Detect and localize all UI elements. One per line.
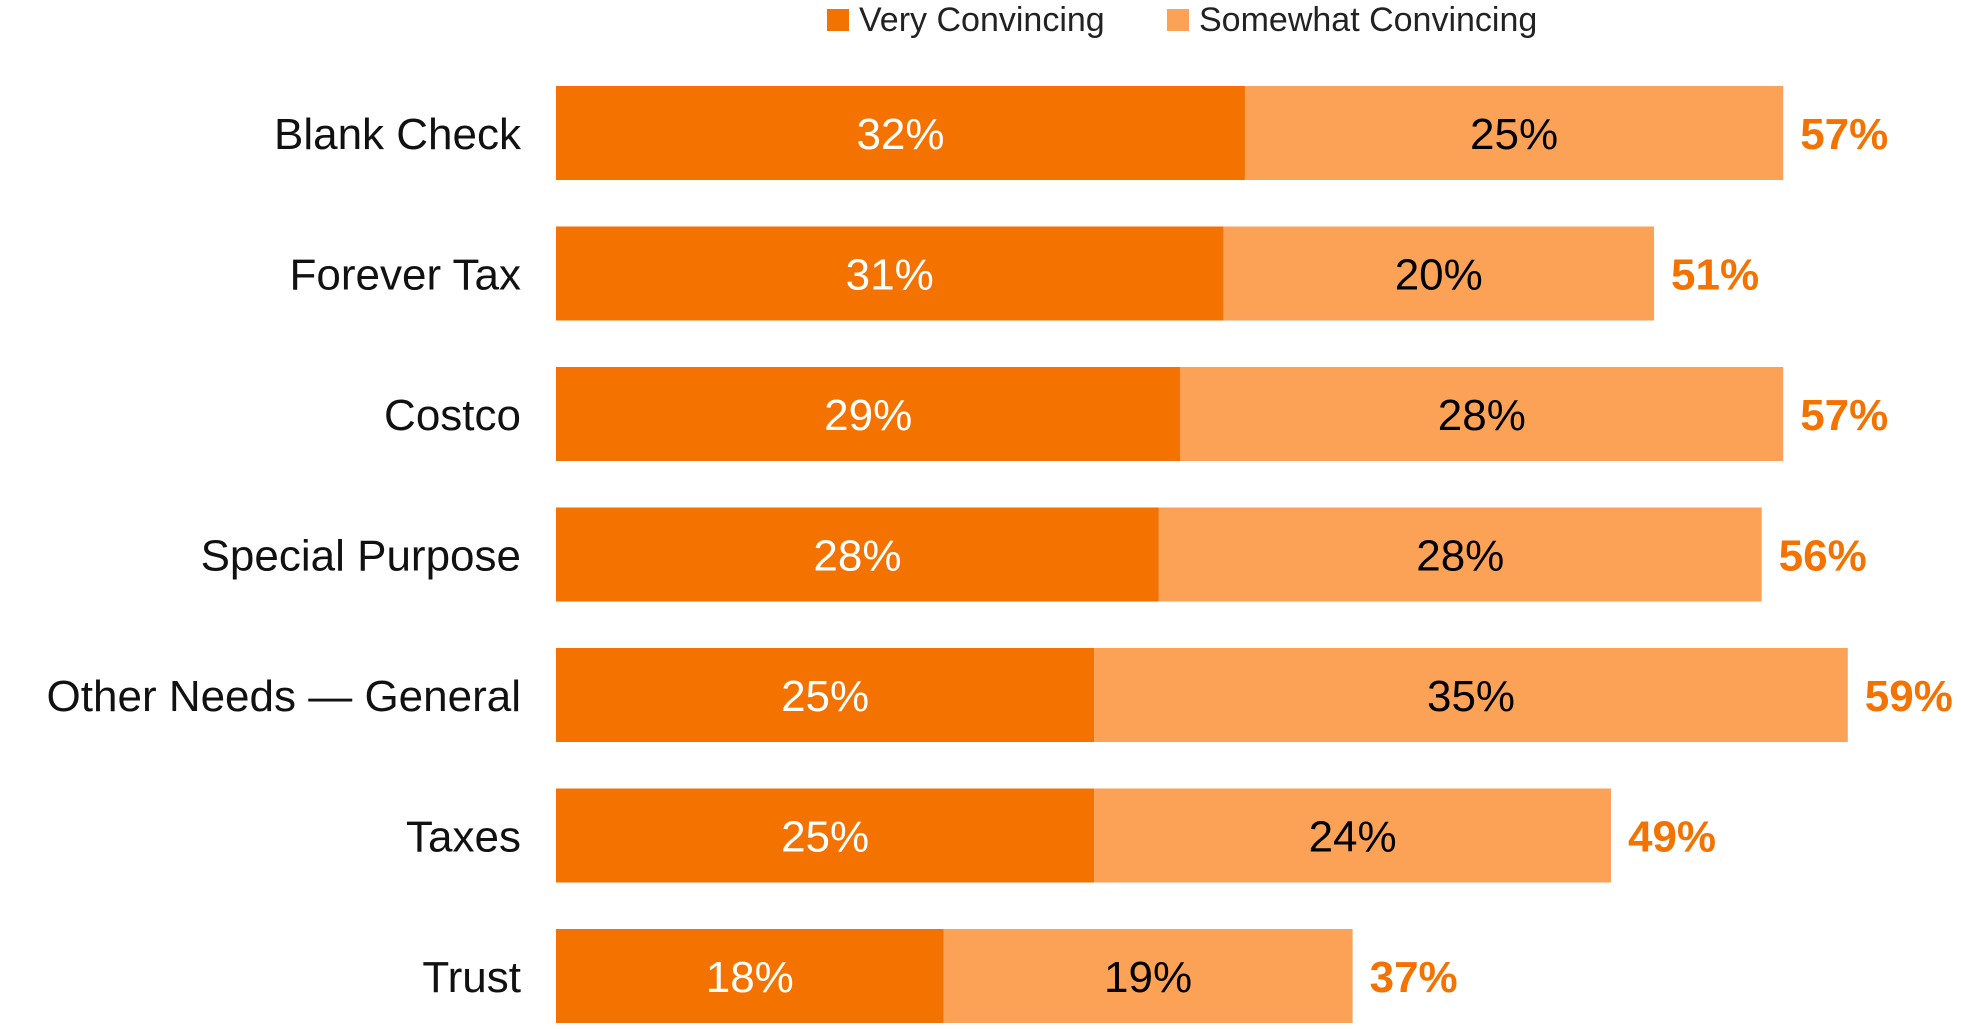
segment-labels: 32% 25% 31% 20% 29% 28% 28% 28% 25% 35% 25% 24% 18% 1… bbox=[706, 110, 1558, 1002]
total-label-forever-tax: 51% bbox=[1671, 250, 1759, 299]
data-label-very-convincing-other-needs-general: 25% bbox=[781, 672, 869, 721]
data-label-somewhat-convincing-costco: 28% bbox=[1438, 391, 1526, 440]
legend: Very Convincing Somewhat Convincing bbox=[827, 1, 1537, 39]
data-label-very-convincing-trust: 18% bbox=[706, 953, 794, 1002]
data-label-very-convincing-taxes: 25% bbox=[781, 812, 869, 861]
category-label-special-purpose: Special Purpose bbox=[201, 531, 521, 580]
bar-segment-very-convincing-blank-check bbox=[556, 86, 1245, 180]
category-label-costco: Costco bbox=[384, 391, 521, 440]
bar-segment-somewhat-convincing-trust bbox=[943, 929, 1353, 1023]
bar-segment-somewhat-convincing-taxes bbox=[1094, 788, 1611, 883]
category-label-blank-check: Blank Check bbox=[274, 110, 522, 159]
category-label-taxes: Taxes bbox=[406, 812, 521, 861]
bar-segment-very-convincing-trust bbox=[556, 929, 944, 1023]
total-label-blank-check: 57% bbox=[1800, 110, 1888, 159]
legend-label-very-convincing: Very Convincing bbox=[859, 1, 1105, 39]
bar-segment-very-convincing-special-purpose bbox=[556, 507, 1159, 602]
data-label-somewhat-convincing-trust: 19% bbox=[1104, 953, 1192, 1002]
category-label-forever-tax: Forever Tax bbox=[290, 250, 522, 299]
bar-segment-very-convincing-costco bbox=[556, 367, 1181, 461]
legend-label-somewhat-convincing: Somewhat Convincing bbox=[1199, 1, 1537, 39]
data-label-somewhat-convincing-taxes: 24% bbox=[1309, 812, 1397, 861]
category-labels: Blank Check Forever Tax Costco Special Purp… bbox=[47, 110, 522, 1002]
bar-segment-somewhat-convincing-costco bbox=[1180, 367, 1784, 461]
bar-segment-somewhat-convincing-forever-tax bbox=[1223, 226, 1655, 321]
bar-segment-somewhat-convincing-other-needs-general bbox=[1094, 648, 1848, 742]
bar-segment-very-convincing-taxes bbox=[556, 788, 1095, 883]
category-label-other-needs-general: Other Needs — General bbox=[47, 672, 521, 721]
total-labels: 57% 51% 57% 56% 59% 49% 37% bbox=[1370, 110, 1953, 1002]
total-label-other-needs-general: 59% bbox=[1865, 672, 1953, 721]
bar-segment-very-convincing-forever-tax bbox=[556, 226, 1224, 321]
legend-swatch-very-convincing bbox=[827, 9, 849, 31]
total-label-taxes: 49% bbox=[1628, 812, 1716, 861]
bar-segment-very-convincing-other-needs-general bbox=[556, 648, 1095, 742]
data-label-somewhat-convincing-forever-tax: 20% bbox=[1395, 250, 1483, 299]
bar-segment-somewhat-convincing-special-purpose bbox=[1158, 507, 1762, 602]
data-label-somewhat-convincing-special-purpose: 28% bbox=[1416, 531, 1504, 580]
data-label-somewhat-convincing-blank-check: 25% bbox=[1470, 110, 1558, 159]
data-label-very-convincing-blank-check: 32% bbox=[856, 110, 944, 159]
legend-swatch-somewhat-convincing bbox=[1167, 9, 1189, 31]
bars bbox=[556, 86, 1848, 1023]
data-label-somewhat-convincing-other-needs-general: 35% bbox=[1427, 672, 1515, 721]
data-label-very-convincing-special-purpose: 28% bbox=[813, 531, 901, 580]
category-label-trust: Trust bbox=[422, 953, 521, 1002]
data-label-very-convincing-forever-tax: 31% bbox=[846, 250, 934, 299]
total-label-costco: 57% bbox=[1800, 391, 1888, 440]
total-label-special-purpose: 56% bbox=[1779, 531, 1867, 580]
total-label-trust: 37% bbox=[1370, 953, 1458, 1002]
bar-segment-somewhat-convincing-blank-check bbox=[1244, 86, 1784, 180]
data-label-very-convincing-costco: 29% bbox=[824, 391, 912, 440]
